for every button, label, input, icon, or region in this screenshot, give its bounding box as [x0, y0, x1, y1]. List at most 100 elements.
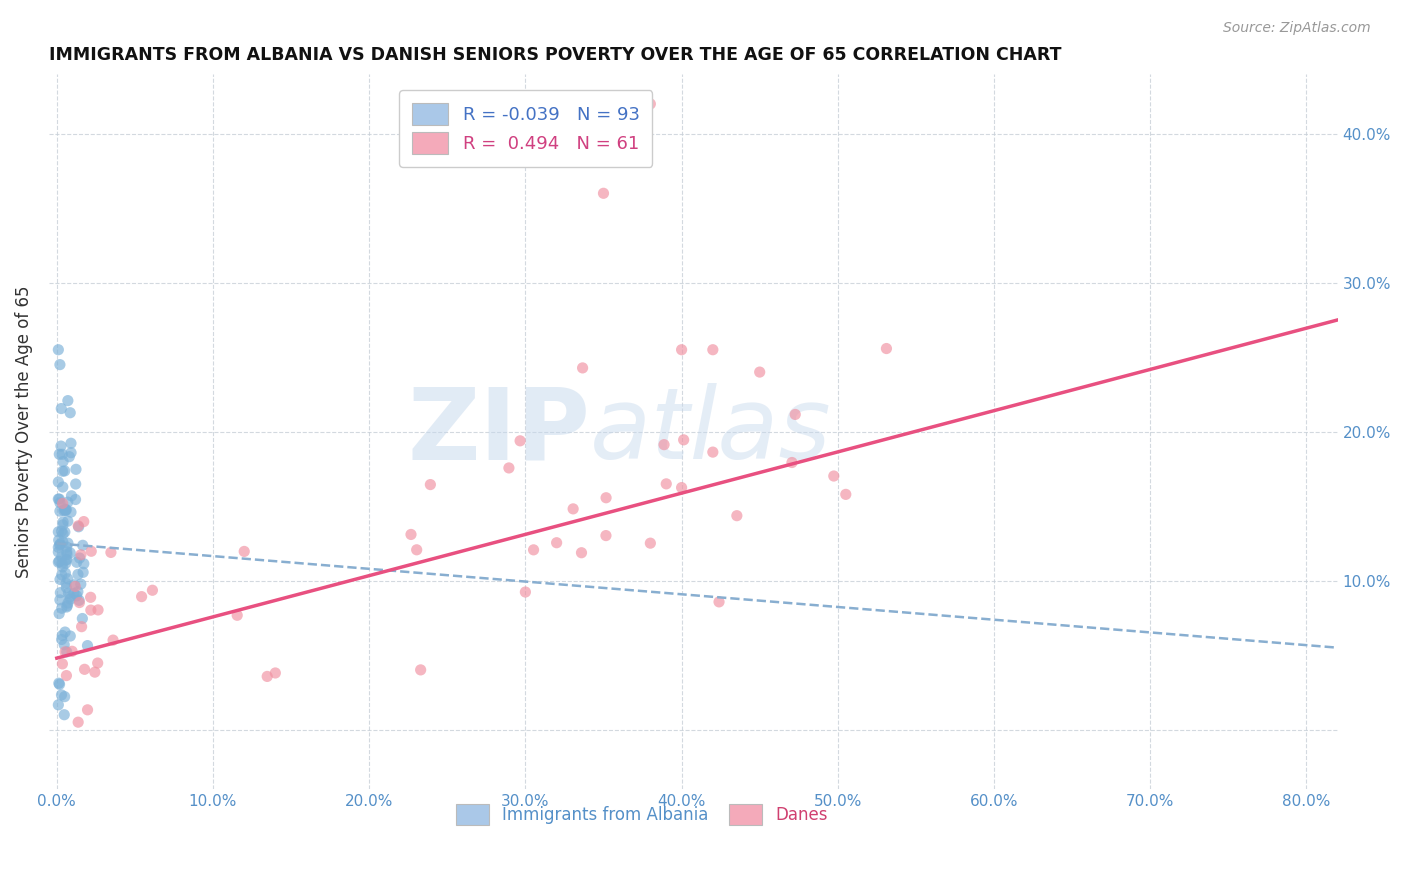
Point [56, 548, 79, 562]
Point [73, 557, 96, 571]
Point [53, 645, 76, 659]
Point [409, 663, 432, 677]
Point [53, 501, 76, 516]
Point [571, 546, 593, 560]
Point [51, 524, 73, 539]
Point [48, 447, 70, 461]
Point [56, 596, 79, 610]
Text: ZIP: ZIP [408, 384, 591, 480]
Point [49, 504, 72, 518]
Text: atlas: atlas [591, 384, 832, 480]
Point [67, 520, 90, 534]
Point [48, 533, 70, 548]
Point [55, 503, 77, 517]
Point [53, 707, 76, 722]
Point [823, 469, 845, 483]
Point [51, 568, 73, 582]
Point [522, 542, 544, 557]
Point [76, 703, 98, 717]
Point [571, 360, 593, 375]
Point [56, 572, 79, 586]
Point [72, 611, 94, 625]
Point [60, 489, 83, 503]
Point [46, 524, 69, 539]
Point [52, 535, 75, 549]
Point [53, 690, 76, 704]
Point [69, 551, 91, 566]
Point [56, 495, 79, 509]
Point [69, 577, 91, 591]
Point [48, 538, 70, 552]
Y-axis label: Seniors Poverty Over the Age of 65: Seniors Poverty Over the Age of 65 [15, 285, 32, 578]
Point [595, 528, 617, 542]
Text: Source: ZipAtlas.com: Source: ZipAtlas.com [1223, 21, 1371, 35]
Point [48, 492, 70, 507]
Point [52, 517, 75, 532]
Point [55, 502, 77, 516]
Point [79, 591, 101, 605]
Point [546, 535, 568, 549]
Point [46, 541, 69, 555]
Point [56, 393, 79, 408]
Point [59, 629, 82, 643]
Point [80, 544, 103, 558]
Point [419, 477, 441, 491]
Point [55, 581, 77, 595]
Point [70, 548, 93, 562]
Point [49, 439, 72, 453]
Point [46, 475, 69, 489]
Point [595, 491, 617, 505]
Point [58, 450, 80, 464]
Point [48, 676, 70, 690]
Point [49, 585, 72, 599]
Point [707, 595, 730, 609]
Point [46, 491, 69, 506]
Point [65, 579, 87, 593]
Text: IMMIGRANTS FROM ALBANIA VS DANISH SENIORS POVERTY OVER THE AGE OF 65 CORRELATION: IMMIGRANTS FROM ALBANIA VS DANISH SENIOR… [49, 46, 1062, 64]
Point [65, 462, 87, 476]
Point [53, 638, 76, 652]
Point [52, 526, 75, 541]
Point [785, 408, 807, 422]
Point [233, 544, 256, 558]
Point [256, 669, 278, 683]
Point [51, 401, 73, 416]
Point [51, 657, 73, 671]
Point [66, 555, 89, 569]
Point [264, 665, 287, 680]
Point [671, 343, 693, 357]
Point [46, 343, 69, 357]
Point [66, 589, 89, 603]
Point [56, 599, 79, 613]
Point [65, 477, 87, 491]
Point [48, 677, 70, 691]
Point [56, 514, 79, 528]
Point [51, 601, 73, 615]
Point [67, 593, 90, 607]
Point [640, 96, 662, 111]
Point [51, 447, 73, 461]
Point [53, 625, 76, 640]
Point [51, 688, 73, 702]
Point [66, 584, 89, 599]
Point [672, 433, 695, 447]
Point [52, 503, 75, 517]
Point [405, 542, 427, 557]
Point [80, 603, 103, 617]
Point [100, 545, 122, 559]
Point [53, 524, 76, 539]
Point [509, 434, 531, 448]
Point [67, 715, 90, 730]
Point [72, 566, 94, 580]
Point [671, 481, 693, 495]
Point [60, 644, 83, 658]
Point [76, 639, 98, 653]
Point [59, 546, 82, 560]
Point [72, 538, 94, 552]
Point [725, 508, 748, 523]
Point [55, 645, 77, 659]
Point [58, 586, 80, 600]
Point [101, 633, 124, 648]
Point [55, 552, 77, 566]
Point [655, 476, 678, 491]
